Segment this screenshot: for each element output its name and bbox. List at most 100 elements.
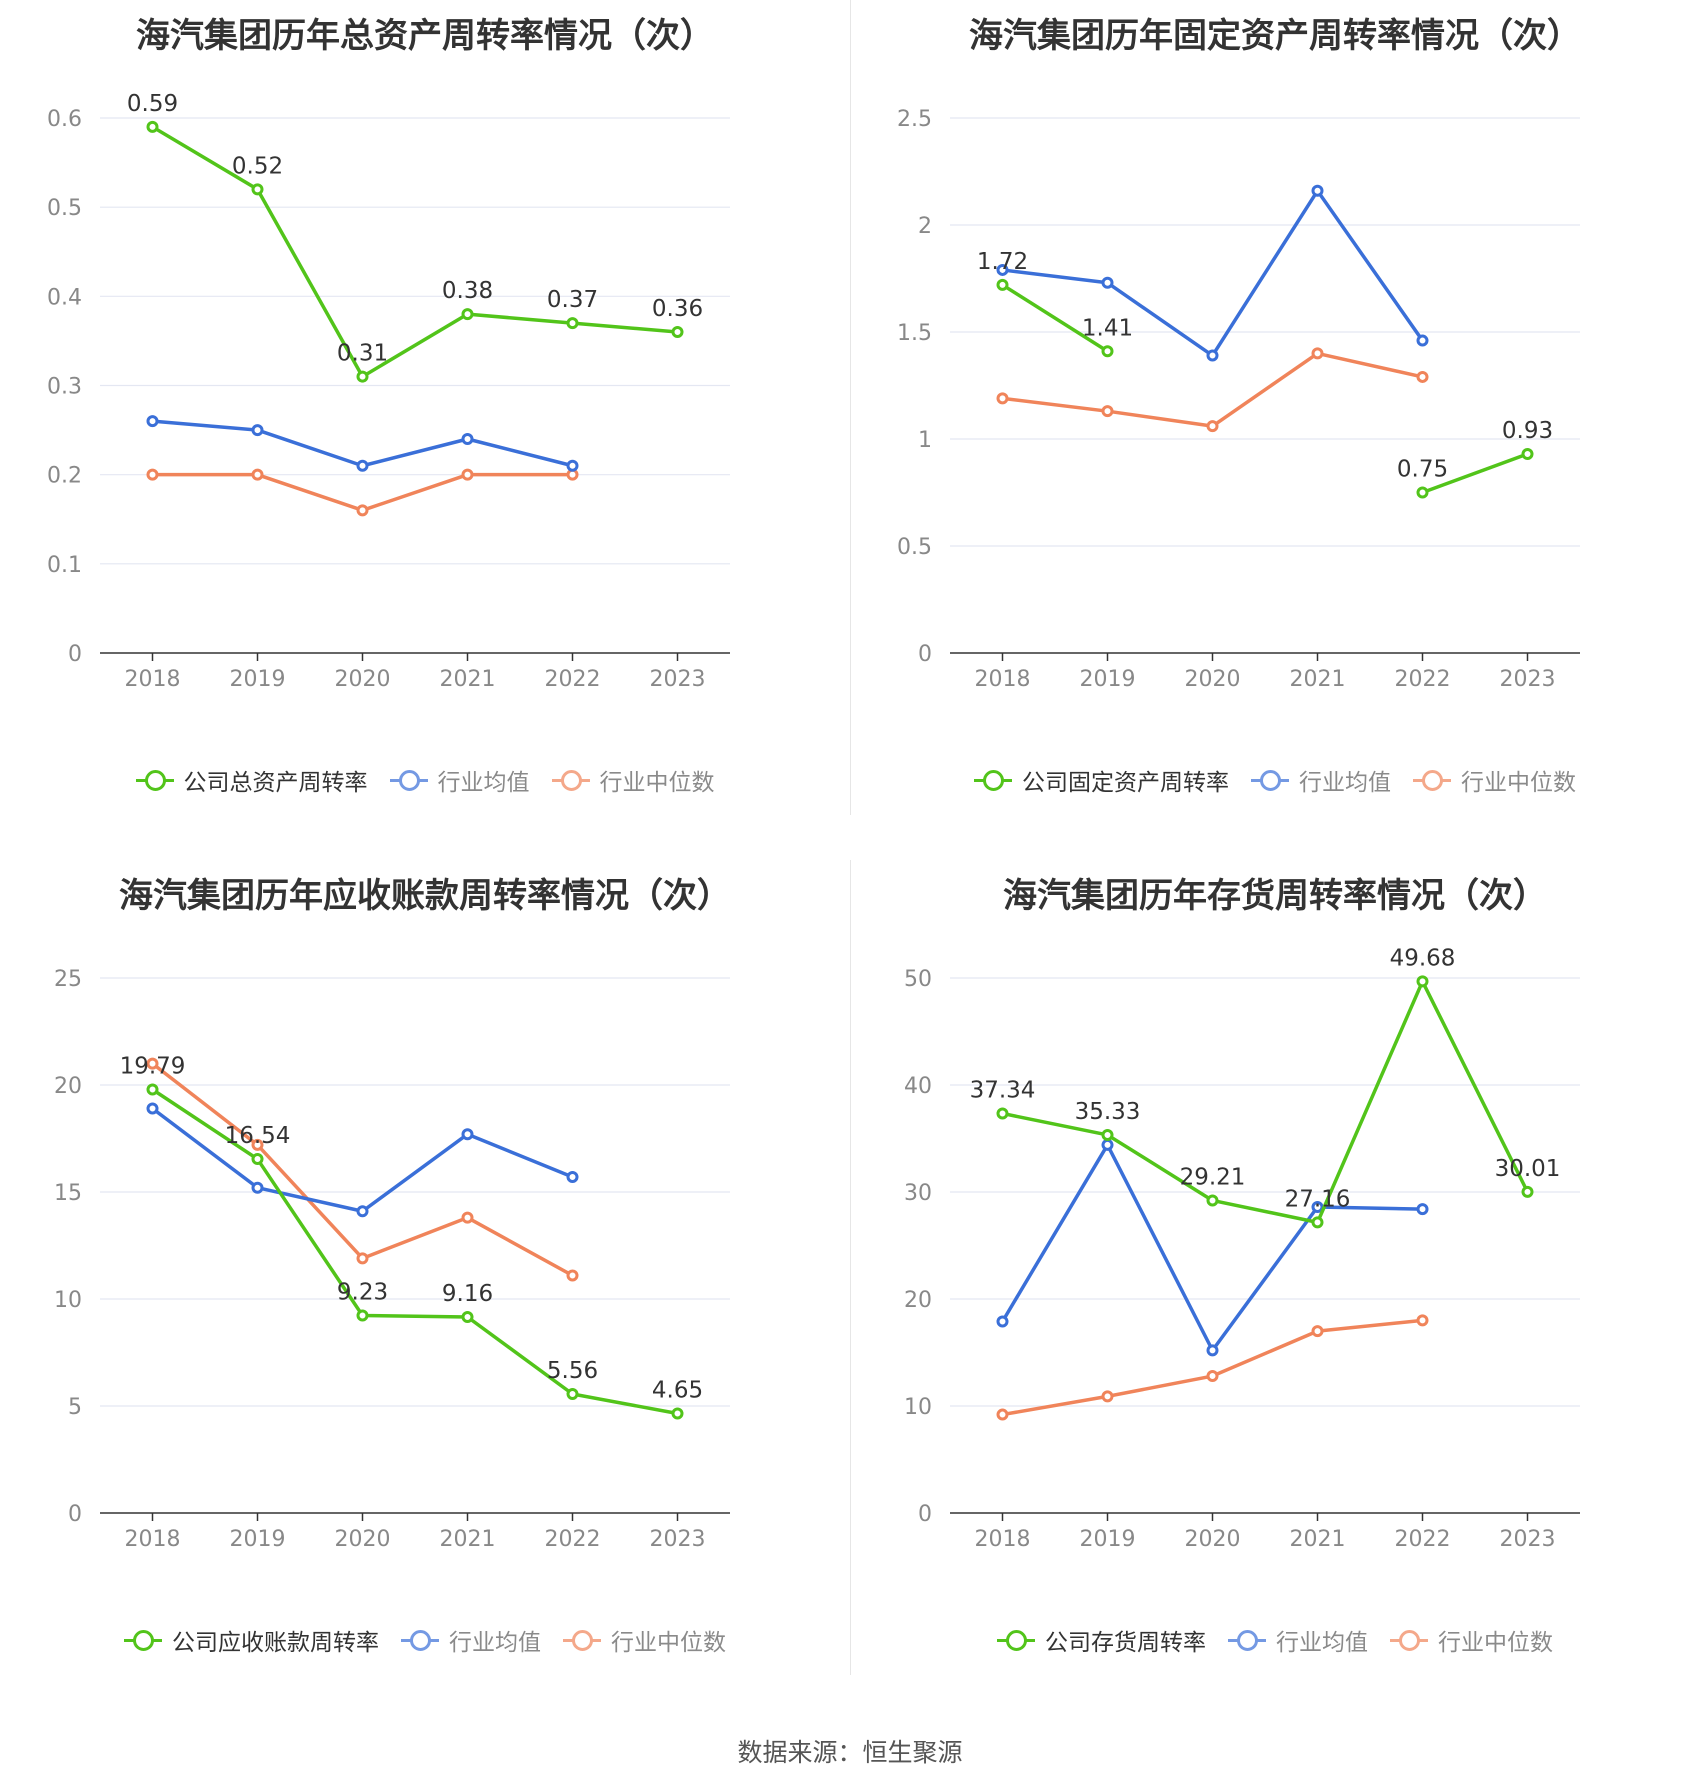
data-label: 0.36 [652, 296, 703, 322]
x-tick-label: 2019 [1080, 1527, 1136, 1552]
data-point[interactable] [461, 433, 474, 445]
data-point[interactable] [996, 1408, 1009, 1421]
x-tick-label: 2019 [1080, 667, 1136, 692]
legend-item-industry-average[interactable]: 行业均值 [1228, 1623, 1368, 1657]
legend-item-industry-median[interactable]: 行业中位数 [551, 763, 715, 797]
data-point[interactable] [461, 1128, 474, 1141]
data-point[interactable] [1521, 1185, 1534, 1198]
legend-item-company[interactable]: 公司总资产周转率 [135, 763, 368, 797]
data-point[interactable] [1206, 420, 1219, 433]
data-point[interactable] [146, 468, 159, 481]
data-point[interactable] [1416, 1203, 1429, 1216]
x-tick-label: 2020 [1185, 1527, 1241, 1552]
legend-label: 行业中位数 [599, 770, 715, 796]
data-point[interactable] [146, 1057, 159, 1070]
x-tick-label: 2021 [440, 667, 496, 692]
data-point[interactable] [251, 1138, 264, 1151]
data-point[interactable] [1416, 334, 1429, 347]
data-point[interactable] [1521, 447, 1534, 460]
series-line [1421, 452, 1529, 495]
data-point[interactable] [671, 1407, 684, 1420]
data-point[interactable] [356, 1252, 369, 1265]
legend-item-industry-average[interactable]: 行业均值 [1251, 763, 1391, 797]
data-point[interactable] [1416, 975, 1429, 988]
data-point[interactable] [1206, 1370, 1219, 1383]
data-point[interactable] [356, 1205, 369, 1218]
data-point[interactable] [251, 1153, 264, 1166]
legend-item-industry-average[interactable]: 行业均值 [401, 1623, 541, 1657]
data-point[interactable] [356, 459, 369, 472]
data-point[interactable] [566, 1171, 579, 1184]
data-point[interactable] [1416, 486, 1429, 499]
data-point[interactable] [996, 278, 1009, 291]
data-point[interactable] [1101, 345, 1114, 358]
data-point[interactable] [1416, 370, 1429, 383]
data-point[interactable] [1311, 1325, 1324, 1338]
data-point[interactable] [1101, 405, 1114, 418]
legend-item-industry-median[interactable]: 行业中位数 [1413, 763, 1576, 797]
y-tick-label: 25 [54, 967, 82, 992]
data-point[interactable] [1311, 184, 1324, 197]
data-point[interactable] [671, 326, 684, 338]
data-point[interactable] [356, 370, 369, 383]
data-label: 0.31 [337, 341, 388, 367]
data-point[interactable] [1101, 1390, 1114, 1403]
legend-label: 公司固定资产周转率 [1022, 770, 1229, 796]
data-point[interactable] [996, 392, 1009, 405]
data-point[interactable] [1416, 1314, 1429, 1327]
legend-item-company[interactable]: 公司固定资产周转率 [974, 763, 1229, 797]
data-point[interactable] [1311, 1200, 1324, 1213]
data-point[interactable] [996, 1107, 1009, 1120]
data-point[interactable] [566, 459, 579, 472]
data-point[interactable] [251, 468, 264, 481]
data-point[interactable] [251, 1181, 264, 1194]
data-point[interactable] [566, 317, 579, 330]
x-tick-label: 2018 [975, 667, 1031, 692]
series-company: 0.59 0.52 0.31 0.38 0.37 0.36 [127, 91, 703, 383]
legend-median-marker-icon [1390, 1628, 1428, 1652]
data-point[interactable] [146, 1102, 159, 1115]
data-point[interactable] [1311, 1216, 1324, 1229]
data-label: 9.23 [337, 1279, 388, 1305]
data-point[interactable] [566, 1269, 579, 1282]
data-point[interactable] [461, 308, 474, 321]
data-point[interactable] [461, 468, 474, 481]
y-tick-label: 20 [54, 1074, 82, 1099]
series-line [151, 1062, 574, 1277]
data-point[interactable] [1101, 276, 1114, 289]
data-point[interactable] [146, 1083, 159, 1096]
data-point[interactable] [1206, 349, 1219, 362]
chart-legend: 公司应收账款周转率 行业均值 行业中位数 [0, 1623, 850, 1657]
data-point[interactable] [461, 1211, 474, 1224]
data-point[interactable] [146, 415, 159, 428]
legend-item-industry-average[interactable]: 行业均值 [389, 763, 530, 797]
data-point[interactable] [356, 1309, 369, 1322]
data-point[interactable] [461, 1310, 474, 1323]
data-point[interactable] [1206, 1194, 1219, 1207]
legend-label: 行业中位数 [1438, 1630, 1553, 1656]
y-tick-label: 0.6 [47, 107, 82, 132]
data-point[interactable] [251, 424, 264, 437]
data-label: 29.21 [1180, 1164, 1246, 1190]
legend-item-company[interactable]: 公司存货周转率 [997, 1623, 1206, 1657]
legend-label: 公司应收账款周转率 [172, 1630, 379, 1656]
data-point[interactable] [1101, 1128, 1114, 1141]
y-tick-label: 0 [918, 642, 932, 667]
data-point[interactable] [356, 504, 369, 517]
legend-item-industry-median[interactable]: 行业中位数 [1390, 1623, 1553, 1657]
data-point[interactable] [1311, 347, 1324, 360]
series-company: 19.79 16.54 9.23 9.16 5.56 4.65 [120, 1053, 703, 1420]
data-label: 0.38 [442, 278, 493, 304]
data-point[interactable] [1101, 1138, 1114, 1151]
data-point[interactable] [996, 263, 1009, 276]
data-point[interactable] [251, 183, 264, 196]
legend-item-industry-median[interactable]: 行业中位数 [563, 1623, 726, 1657]
data-point[interactable] [1206, 1344, 1219, 1357]
series-line [1002, 351, 1423, 428]
data-label: 5.56 [547, 1358, 598, 1384]
data-point[interactable] [146, 120, 159, 133]
data-point[interactable] [566, 1388, 579, 1401]
legend-item-company[interactable]: 公司应收账款周转率 [124, 1623, 379, 1657]
data-point[interactable] [996, 1315, 1009, 1328]
